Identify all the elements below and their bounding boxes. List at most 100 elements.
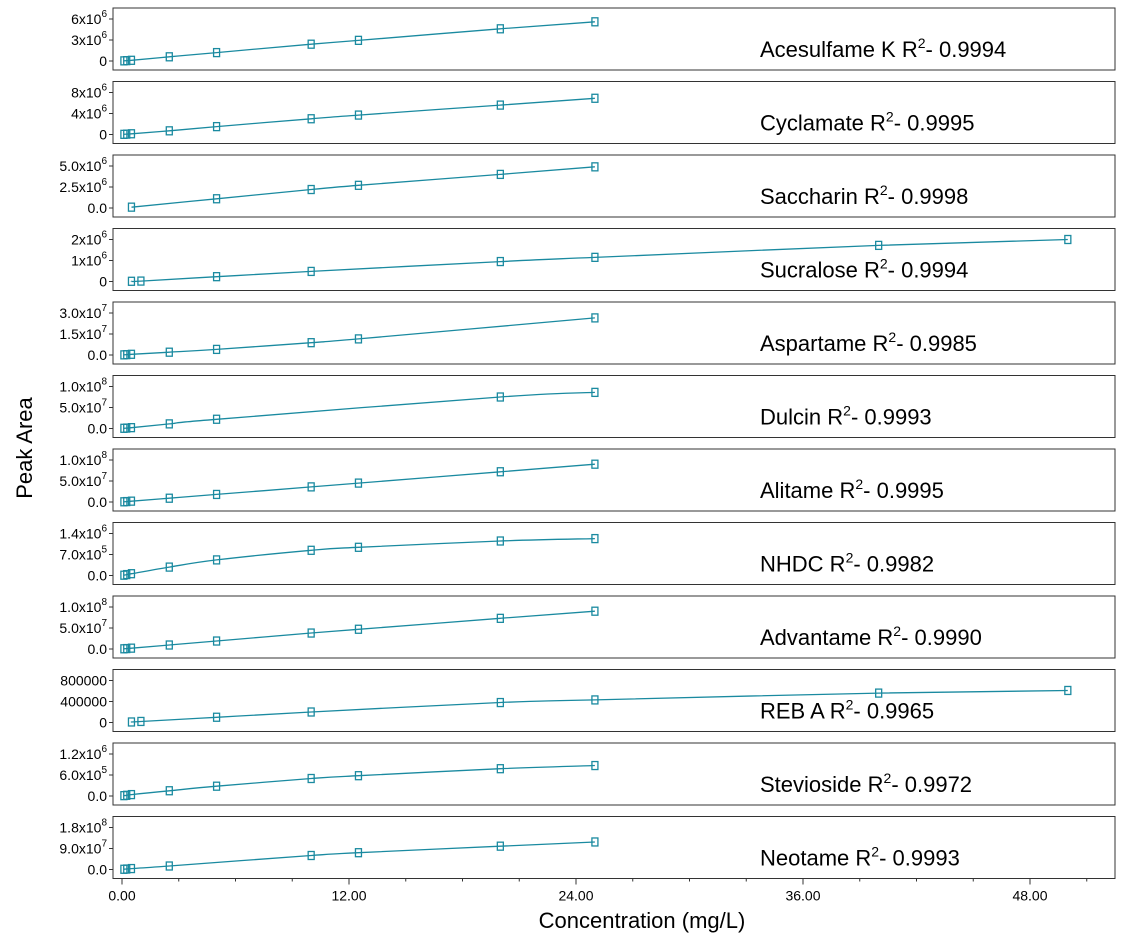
data-point (591, 93, 599, 103)
y-tick-label: 1.0x108 (59, 377, 107, 395)
y-tick-label: 1.2x106 (59, 744, 107, 762)
panel-frame (112, 448, 1116, 512)
data-point (354, 334, 363, 344)
panel-frame (112, 595, 1116, 659)
data-point (165, 786, 173, 796)
y-tick-label: 0.0 (88, 568, 108, 584)
data-point (127, 349, 136, 359)
x-tick-label: 12.00 (331, 888, 366, 904)
panel-frame (112, 228, 1116, 291)
data-point (354, 771, 363, 781)
data-point (591, 17, 599, 27)
data-point (591, 252, 599, 263)
data-point (123, 569, 131, 580)
data-point (875, 688, 883, 698)
x-tick-label: 36.00 (785, 888, 820, 904)
panel-cyclamate: 8x106 4x106 0 Cyclamate R2- 0.9995 (71, 81, 1116, 144)
data-point (127, 863, 136, 874)
data-point (127, 789, 136, 800)
panel-label: Cyclamate R2- 0.9995 (760, 109, 974, 136)
y-tick-label: 0.0 (88, 862, 108, 878)
panel-frame (112, 375, 1116, 438)
data-point (212, 712, 221, 722)
x-axis: 0.00 12.00 24.00 36.00 48.00 (108, 878, 1088, 904)
y-tick-label: 5.0x107 (59, 471, 107, 489)
panel-dulcin: 1.0x108 5.0x107 0.0 Dulcin R2- 0.9993 (59, 375, 1116, 438)
data-point (127, 717, 136, 727)
data-point (591, 459, 599, 469)
y-tick-label: 0.0 (88, 641, 108, 657)
data-point (123, 790, 131, 800)
y-tick-label: 1.5x107 (59, 324, 107, 342)
y-tick-label: 2.5x106 (59, 177, 107, 195)
panel-frame (112, 669, 1116, 732)
data-point (354, 542, 363, 552)
data-point (123, 864, 131, 874)
y-tick-label: 0.0 (88, 494, 108, 510)
y-axis-title: Peak Area (12, 396, 37, 498)
fit-curve (130, 238, 1068, 283)
data-point (591, 162, 599, 172)
panel-label: NHDC R2- 0.9982 (760, 550, 934, 577)
panels-group: 6x106 3x106 0 Acesulfame K R2- 0.9994 8x106 4… (59, 7, 1116, 879)
data-point (307, 114, 315, 124)
panel-acesulfame-k: 6x106 3x106 0 Acesulfame K R2- 0.9994 (71, 7, 1116, 71)
data-point (496, 613, 504, 623)
data-point (307, 850, 315, 861)
panel-label: Stevioside R2- 0.9972 (760, 770, 972, 797)
data-point (307, 773, 315, 784)
data-point (212, 555, 221, 565)
panel-label: Acesulfame K R2- 0.9994 (760, 35, 1006, 62)
x-tick-label: 48.00 (1012, 888, 1047, 904)
data-point (496, 169, 504, 180)
panel-label: Neotame R2- 0.9993 (760, 844, 960, 871)
data-point (123, 496, 131, 507)
data-point (127, 129, 136, 139)
panel-label: Alitame R2- 0.9995 (760, 476, 944, 503)
panel-label: Aspartame R2- 0.9985 (760, 329, 977, 356)
data-point (212, 489, 221, 500)
data-point (591, 837, 599, 847)
data-point (307, 338, 315, 348)
panel-frame (112, 301, 1116, 365)
data-point (354, 848, 363, 858)
y-tick-label: 1.8x108 (59, 818, 107, 836)
data-point (354, 110, 363, 120)
data-point (212, 636, 221, 646)
data-point (591, 695, 599, 705)
data-point (307, 545, 315, 555)
data-point (354, 624, 363, 634)
panel-aspartame: 3.0x107 1.5x107 0.0 Aspartame R2- 0.9985 (59, 301, 1116, 365)
panel-frame (112, 81, 1116, 144)
y-tick-label: 3x106 (71, 30, 107, 48)
panel-frame (112, 154, 1116, 218)
x-axis-title: Concentration (mg/L) (539, 908, 746, 933)
data-point (496, 764, 504, 774)
data-point (354, 35, 363, 45)
y-tick-label: 0.0 (88, 421, 108, 437)
y-tick-label: 0 (99, 53, 107, 69)
data-point (123, 423, 131, 433)
panel-nhdc: 1.4x106 7.0x105 0.0 NHDC R2- 0.9982 (59, 522, 1116, 585)
data-point (307, 482, 315, 492)
data-point (496, 24, 504, 34)
data-point (123, 56, 131, 66)
data-point (212, 414, 221, 424)
data-point (123, 643, 131, 654)
y-tick-label: 1.0x108 (59, 597, 107, 615)
x-tick-label: 24.00 (558, 888, 593, 904)
data-point (127, 276, 136, 286)
data-point (127, 423, 136, 433)
data-point (496, 256, 504, 267)
data-point (496, 100, 504, 110)
y-tick-label: 4x106 (71, 104, 107, 122)
data-point (127, 55, 136, 65)
y-tick-label: 6.0x105 (59, 765, 107, 783)
data-point (137, 716, 145, 727)
fit-curve (130, 689, 1068, 723)
data-point (307, 39, 315, 49)
panel-label: Sucralose R2- 0.9994 (760, 256, 968, 283)
data-point (165, 640, 173, 650)
data-point (307, 266, 315, 277)
y-tick-label: 8x106 (71, 83, 107, 101)
